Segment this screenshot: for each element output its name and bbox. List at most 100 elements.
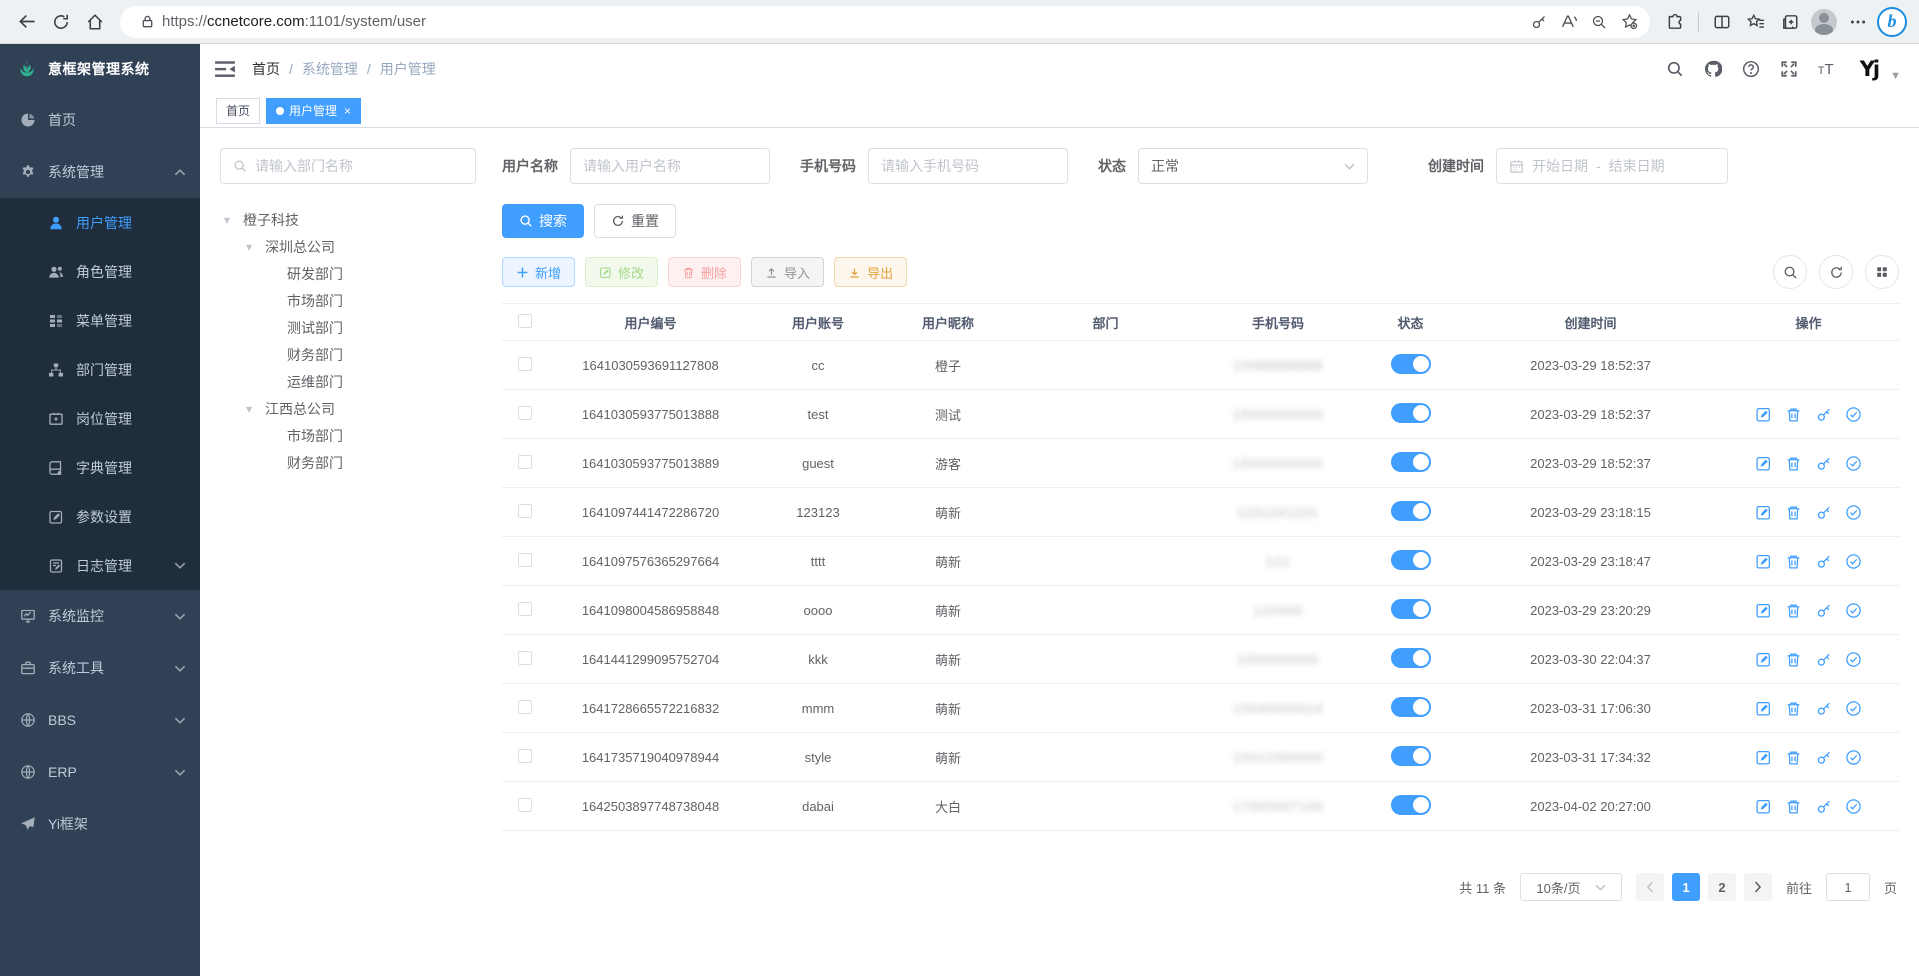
row-edit-icon[interactable] — [1755, 651, 1772, 668]
split-screen-icon[interactable] — [1705, 5, 1739, 39]
row-assign-role-icon[interactable] — [1845, 651, 1862, 668]
tree-node[interactable]: 财务部门 — [220, 341, 476, 368]
sidebar-item-yi-framework[interactable]: Yi框架 — [0, 798, 200, 850]
edit-button[interactable]: 修改 — [585, 257, 659, 287]
row-reset-password-icon[interactable] — [1815, 651, 1832, 668]
tree-node[interactable]: ▾ 江西总公司 — [220, 395, 476, 422]
read-aloud-icon[interactable] — [1554, 7, 1584, 37]
row-reset-password-icon[interactable] — [1815, 455, 1832, 472]
caret-down-icon[interactable]: ▼ — [1890, 70, 1901, 82]
sidebar-item-param-settings[interactable]: 参数设置 — [0, 492, 200, 541]
status-toggle[interactable] — [1390, 598, 1431, 619]
row-assign-role-icon[interactable] — [1845, 700, 1862, 717]
date-range-picker[interactable]: 开始日期 - 结束日期 — [1496, 148, 1728, 184]
row-edit-icon[interactable] — [1755, 455, 1772, 472]
row-delete-icon[interactable] — [1785, 798, 1802, 815]
sidebar-item-post-management[interactable]: 岗位管理 — [0, 394, 200, 443]
sidebar-item-system-tools[interactable]: 系统工具 — [0, 642, 200, 694]
tree-node[interactable]: ▾ 橙子科技 — [220, 206, 476, 233]
row-checkbox[interactable] — [518, 699, 532, 714]
row-checkbox[interactable] — [518, 797, 532, 812]
row-assign-role-icon[interactable] — [1845, 749, 1862, 766]
page-size-select[interactable]: 10条/页 — [1519, 873, 1622, 901]
sidebar-item-dept-management[interactable]: 部门管理 — [0, 345, 200, 394]
sidebar-item-erp[interactable]: ERP — [0, 746, 200, 798]
breadcrumb-item[interactable]: 首页 — [252, 61, 280, 77]
app-logo[interactable]: 意框架管理系统 — [0, 44, 200, 94]
row-delete-icon[interactable] — [1785, 455, 1802, 472]
page-button-2[interactable]: 2 — [1707, 873, 1736, 901]
favorites-icon[interactable] — [1739, 5, 1773, 39]
tab-home[interactable]: 首页 — [216, 97, 261, 124]
delete-button[interactable]: 删除 — [668, 257, 742, 287]
sidebar-item-home[interactable]: 首页 — [0, 94, 200, 146]
status-select[interactable]: 正常 — [1138, 148, 1368, 184]
browser-back-icon[interactable] — [10, 5, 44, 39]
sidebar-item-log-management[interactable]: 日志管理 — [0, 541, 200, 590]
page-button-1[interactable]: 1 — [1671, 873, 1700, 901]
status-toggle[interactable] — [1390, 696, 1431, 717]
fullscreen-icon[interactable] — [1780, 60, 1798, 78]
collapse-sidebar-icon[interactable] — [214, 58, 236, 80]
row-delete-icon[interactable] — [1785, 504, 1802, 521]
row-checkbox[interactable] — [518, 552, 532, 567]
status-toggle[interactable] — [1390, 353, 1431, 374]
column-settings-button[interactable] — [1865, 255, 1899, 289]
status-toggle[interactable] — [1390, 451, 1431, 472]
browser-extensions-icon[interactable] — [1658, 5, 1692, 39]
next-page-button[interactable] — [1743, 873, 1772, 901]
browser-more-icon[interactable] — [1841, 5, 1875, 39]
row-checkbox[interactable] — [518, 748, 532, 763]
status-toggle[interactable] — [1390, 647, 1431, 668]
reset-button[interactable]: 重置 — [594, 204, 676, 238]
close-tab-icon[interactable]: × — [344, 103, 352, 118]
row-delete-icon[interactable] — [1785, 651, 1802, 668]
date-end-placeholder[interactable]: 结束日期 — [1608, 158, 1665, 174]
select-all-checkbox[interactable] — [518, 313, 532, 328]
phone-input[interactable] — [881, 158, 1055, 174]
row-assign-role-icon[interactable] — [1845, 602, 1862, 619]
row-delete-icon[interactable] — [1785, 406, 1802, 423]
sidebar-item-system-monitor[interactable]: 系统监控 — [0, 590, 200, 642]
row-reset-password-icon[interactable] — [1815, 602, 1832, 619]
tab-user-management[interactable]: 用户管理 × — [266, 97, 362, 124]
row-assign-role-icon[interactable] — [1845, 504, 1862, 521]
help-icon[interactable] — [1742, 60, 1760, 78]
status-toggle[interactable] — [1390, 402, 1431, 423]
row-assign-role-icon[interactable] — [1845, 553, 1862, 570]
refresh-table-button[interactable] — [1819, 255, 1853, 289]
sidebar-item-menu-management[interactable]: 菜单管理 — [0, 296, 200, 345]
row-reset-password-icon[interactable] — [1815, 700, 1832, 717]
url-text[interactable]: https://ccnetcore.com:1101/system/user — [162, 13, 427, 30]
row-checkbox[interactable] — [518, 405, 532, 420]
user-avatar-logo[interactable]: Yj — [1859, 57, 1880, 81]
row-edit-icon[interactable] — [1755, 504, 1772, 521]
github-icon[interactable] — [1704, 60, 1722, 78]
collections-icon[interactable] — [1773, 5, 1807, 39]
status-toggle[interactable] — [1390, 500, 1431, 521]
password-key-icon[interactable] — [1524, 7, 1554, 37]
row-delete-icon[interactable] — [1785, 602, 1802, 619]
export-button[interactable]: 导出 — [834, 257, 908, 287]
row-assign-role-icon[interactable] — [1845, 406, 1862, 423]
browser-refresh-icon[interactable] — [44, 5, 78, 39]
font-size-icon[interactable]: TT — [1817, 60, 1834, 78]
row-checkbox[interactable] — [518, 356, 532, 371]
row-checkbox[interactable] — [518, 503, 532, 518]
breadcrumb-item[interactable]: 系统管理 — [301, 61, 358, 77]
zoom-out-icon[interactable] — [1584, 7, 1614, 37]
add-button[interactable]: 新增 — [502, 257, 576, 287]
status-toggle[interactable] — [1390, 745, 1431, 766]
row-edit-icon[interactable] — [1755, 700, 1772, 717]
search-button[interactable]: 搜索 — [502, 204, 584, 238]
import-button[interactable]: 导入 — [751, 257, 825, 287]
row-edit-icon[interactable] — [1755, 406, 1772, 423]
row-edit-icon[interactable] — [1755, 749, 1772, 766]
tree-node[interactable]: ▾ 深圳总公司 — [220, 233, 476, 260]
row-checkbox[interactable] — [518, 454, 532, 469]
row-assign-role-icon[interactable] — [1845, 455, 1862, 472]
row-checkbox[interactable] — [518, 601, 532, 616]
sidebar-item-user-management[interactable]: 用户管理 — [0, 198, 200, 247]
browser-home-icon[interactable] — [78, 5, 112, 39]
row-edit-icon[interactable] — [1755, 602, 1772, 619]
